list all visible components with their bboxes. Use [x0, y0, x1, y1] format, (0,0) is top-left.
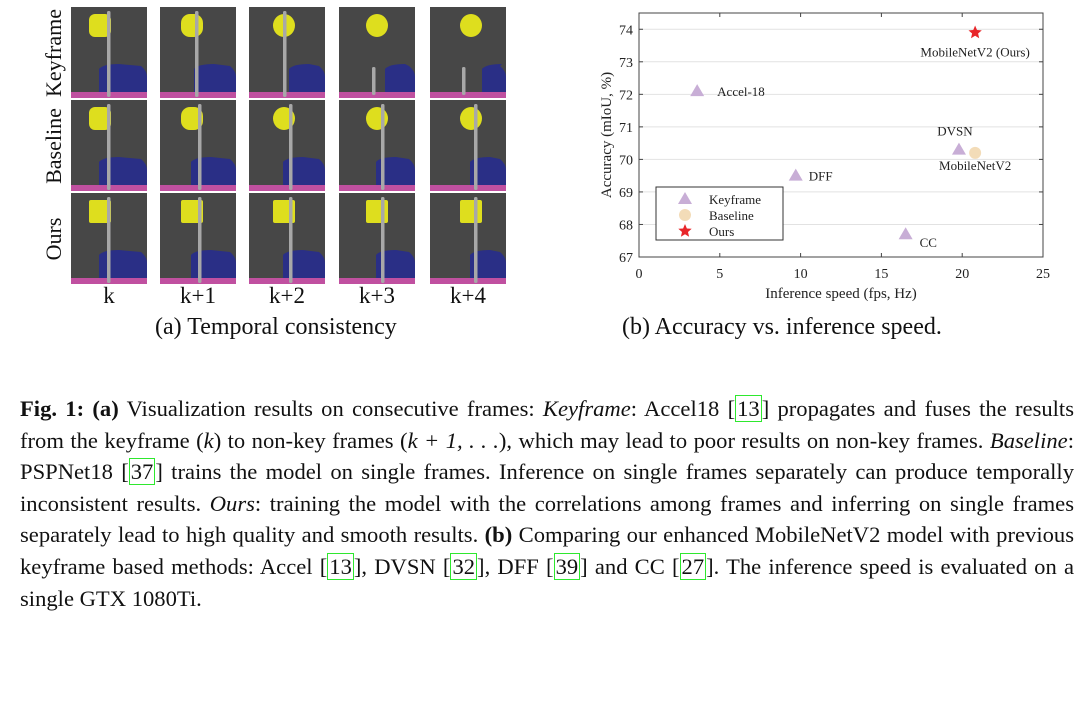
caption-text: : PSPNet18	[20, 427, 1074, 485]
x-tick-label: 5	[716, 267, 723, 282]
legend-marker-baseline	[679, 209, 691, 221]
segmentation-tile	[339, 193, 415, 284]
segmentation-tile	[339, 100, 415, 191]
caption-math: k + 1, . . .	[407, 427, 499, 453]
col-label-k3: k+3	[359, 283, 395, 308]
y-tick-label: 67	[619, 251, 633, 266]
citation-link[interactable]: 27	[679, 552, 707, 580]
segmentation-tile	[160, 100, 236, 191]
data-point-baseline	[969, 146, 982, 159]
data-label: MobileNetV2	[939, 158, 1011, 173]
y-tick-label: 72	[619, 88, 633, 103]
data-point-keyframe	[898, 227, 913, 240]
caption-text: : Accel18	[630, 396, 728, 421]
data-point-keyframe	[788, 168, 803, 181]
x-tick-label: 10	[794, 267, 808, 282]
segmentation-tile	[430, 100, 506, 191]
data-point-keyframe	[951, 142, 966, 155]
caption-a-label: (a)	[92, 396, 119, 421]
segmentation-tile	[160, 7, 236, 98]
y-tick-label: 74	[619, 23, 633, 38]
col-label-k1: k+1	[180, 283, 216, 308]
segmentation-tile	[249, 100, 325, 191]
caption-text: , DVSN	[361, 553, 443, 579]
caption-text: ), which may lead to poor results on non…	[498, 427, 990, 453]
segmentation-tile	[430, 193, 506, 284]
x-tick-label: 0	[636, 267, 643, 282]
data-label: MobileNetV2 (Ours)	[920, 45, 1029, 60]
figure-caption: Fig. 1: (a) Visualization results on con…	[20, 395, 1075, 611]
y-tick-label: 69	[619, 186, 633, 201]
data-point-keyframe	[690, 84, 705, 97]
caption-text: trains the model on single frames. Infer…	[20, 459, 1074, 516]
caption-text: : training the model with the correlatio…	[20, 490, 1075, 548]
legend-label: Ours	[709, 224, 734, 239]
col-label-k2: k+2	[269, 283, 305, 308]
caption-b-label: (b)	[484, 522, 513, 548]
caption-text: . The inference speed is evaluated on a …	[20, 553, 1074, 611]
segmentation-tile	[249, 193, 325, 284]
legend-box	[655, 186, 784, 241]
y-tick-label: 70	[619, 153, 633, 168]
subcaption-a: (a) Temporal consistency	[155, 314, 397, 340]
caption-ours: Ours	[209, 490, 255, 516]
citation-link[interactable]: 13	[327, 552, 354, 580]
data-label: DFF	[809, 169, 833, 184]
legend-marker-ours	[678, 224, 692, 237]
segmentation-tile	[71, 100, 147, 191]
x-tick-label: 20	[955, 267, 969, 282]
x-axis-label: Inference speed (fps, Hz)	[765, 286, 917, 302]
legend-label: Keyframe	[709, 192, 761, 207]
scatter-chart: 67 68 69 70 71 72 73 74 0 5 10 15 20 25 Inference spe…	[599, 12, 1050, 302]
segmentation-tile	[430, 7, 506, 98]
x-tick-label: 15	[874, 267, 888, 282]
caption-text: , DFF	[484, 553, 547, 579]
plot-frame	[638, 12, 1044, 258]
legend-marker-keyframe	[678, 192, 692, 204]
citation-link[interactable]: 32	[450, 552, 478, 580]
segmentation-tile	[160, 193, 236, 284]
caption-text: propagates and fuses the results from th…	[20, 396, 1074, 453]
citation-link[interactable]: 37	[128, 458, 156, 486]
y-axis-label: Accuracy (mIoU, %)	[599, 72, 615, 198]
col-label-k: k	[103, 283, 115, 308]
data-label: DVSN	[937, 124, 973, 139]
data-label: CC	[920, 235, 937, 250]
data-point-ours	[968, 25, 982, 39]
caption-text: and CC	[587, 553, 672, 579]
segmentation-tile	[339, 7, 415, 98]
caption-math: k	[203, 427, 214, 453]
caption-baseline: Baseline	[989, 427, 1068, 453]
fig-label: Fig. 1:	[20, 396, 85, 421]
x-tick-label: 25	[1036, 267, 1050, 282]
caption-text: Comparing our enhanced MobileNetV2 model…	[20, 522, 1074, 579]
col-label-k4: k+4	[450, 283, 486, 308]
caption-keyframe: Keyframe	[542, 396, 631, 421]
citation-link[interactable]: 39	[553, 552, 581, 580]
data-label: Accel-18	[717, 84, 765, 99]
caption-text: ) to non-key frames (	[213, 427, 408, 453]
segmentation-tile	[71, 193, 147, 284]
legend-label: Baseline	[709, 208, 754, 223]
citation-link[interactable]: 13	[735, 395, 762, 422]
segmentation-tile	[249, 7, 325, 98]
subcaption-b: (b) Accuracy vs. inference speed.	[622, 314, 942, 340]
y-tick-label: 71	[619, 121, 633, 136]
y-tick-label: 68	[619, 218, 633, 233]
segmentation-tile	[71, 7, 147, 98]
caption-text: Visualization results on consecutive fra…	[118, 396, 543, 421]
y-tick-label: 73	[619, 56, 633, 71]
